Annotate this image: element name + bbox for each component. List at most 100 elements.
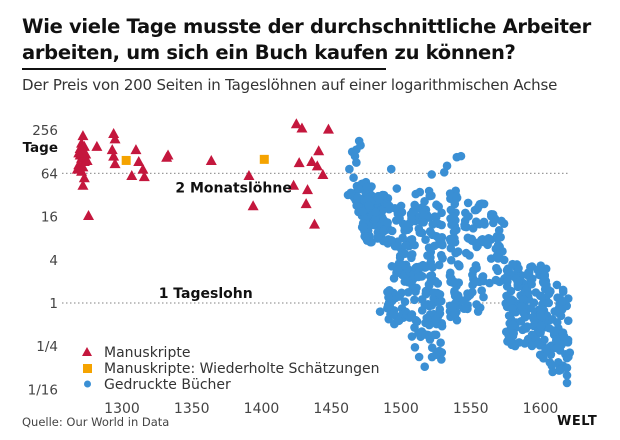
printed-book-point	[477, 286, 486, 295]
printed-book-point	[392, 184, 402, 193]
printed-book-point	[438, 253, 447, 263]
printed-book-point	[446, 255, 456, 265]
printed-book-point	[398, 233, 408, 243]
brand-logo: WELT	[557, 414, 598, 429]
printed-book-point	[410, 342, 420, 352]
printed-book-point	[390, 204, 400, 213]
printed-book-point	[430, 241, 439, 251]
manuscript-point	[313, 145, 325, 156]
chart-subtitle: Der Preis von 200 Seiten in Tageslöhnen …	[22, 76, 558, 94]
printed-book-point	[455, 261, 464, 271]
printed-book-point	[540, 272, 550, 281]
printed-book-point	[386, 164, 396, 174]
printed-book-point	[439, 168, 449, 177]
printed-book-point	[468, 224, 478, 233]
printed-book-point	[420, 300, 430, 309]
printed-book-point	[552, 318, 562, 327]
printed-book-point	[552, 280, 562, 290]
printed-book-point	[359, 222, 368, 232]
printed-book-point	[427, 343, 437, 352]
printed-book-point	[434, 260, 444, 270]
manuscript-point	[322, 123, 334, 134]
printed-book-point	[428, 263, 438, 272]
printed-book-point	[345, 164, 354, 174]
printed-book-point	[524, 268, 533, 277]
printed-book-point	[370, 214, 380, 224]
legend-triangle-icon	[82, 347, 92, 356]
printed-book-point	[478, 272, 487, 282]
printed-book-point	[499, 255, 509, 265]
printed-book-point	[383, 303, 392, 313]
manuscript-point	[73, 147, 85, 158]
printed-book-point	[562, 378, 572, 388]
printed-book-point	[346, 188, 356, 198]
y-tick-label: 64	[41, 166, 58, 182]
printed-book-point	[426, 253, 435, 262]
printed-book-point	[536, 312, 546, 321]
printed-book-point	[434, 297, 444, 307]
printed-book-point	[491, 275, 501, 285]
printed-book-point	[426, 227, 435, 237]
printed-book-point	[450, 278, 460, 287]
repeated-estimate-point	[259, 154, 269, 164]
legend-square-icon	[83, 364, 92, 373]
printed-book-point	[493, 240, 503, 250]
manuscript-point	[138, 171, 150, 182]
y-tick-label: 1/4	[36, 339, 58, 355]
printed-book-point	[371, 207, 381, 217]
printed-book-point	[562, 363, 572, 373]
manuscript-point	[77, 179, 89, 190]
printed-book-point	[356, 141, 365, 150]
manuscript-point	[106, 144, 118, 155]
printed-book-point	[472, 242, 482, 252]
printed-book-point	[536, 321, 546, 331]
printed-book-point	[414, 272, 423, 282]
printed-book-point	[435, 290, 445, 299]
printed-book-point	[496, 232, 505, 242]
printed-book-point	[562, 371, 572, 380]
printed-book-point	[467, 236, 477, 246]
printed-book-point	[427, 191, 436, 200]
manuscript-point	[81, 154, 93, 165]
printed-book-point	[463, 198, 473, 208]
printed-book-point	[550, 307, 559, 316]
printed-book-point	[352, 158, 361, 167]
printed-book-point	[407, 249, 417, 259]
printed-book-point	[489, 218, 498, 228]
manuscript-point	[108, 150, 120, 161]
printed-book-point	[442, 161, 452, 171]
printed-book-point	[550, 326, 559, 336]
printed-book-point	[513, 278, 523, 287]
printed-books-series	[343, 136, 575, 388]
printed-book-point	[544, 289, 554, 299]
printed-book-point	[493, 266, 503, 276]
printed-book-point	[552, 343, 562, 353]
printed-book-point	[450, 309, 459, 319]
y-tick-label: 4	[49, 253, 58, 269]
printed-book-point	[393, 242, 402, 251]
printed-book-point	[410, 295, 419, 305]
printed-book-point	[483, 240, 492, 250]
printed-book-point	[433, 279, 443, 288]
printed-book-point	[395, 251, 405, 261]
reference-line-label: 1 Tageslohn	[159, 286, 253, 302]
x-tick-label: 1500	[383, 401, 419, 417]
printed-book-point	[431, 315, 440, 324]
printed-book-point	[414, 262, 424, 272]
printed-book-point	[537, 304, 547, 314]
printed-book-point	[465, 251, 474, 260]
printed-book-point	[414, 352, 424, 362]
printed-book-point	[477, 199, 487, 208]
printed-book-point	[527, 279, 536, 289]
y-tick-label: 1	[49, 296, 58, 312]
manuscript-point	[317, 168, 329, 179]
manuscript-point	[83, 210, 95, 221]
manuscript-point	[290, 118, 302, 129]
reference-labels: 2 Monatslöhne 1 Tageslohn	[159, 180, 292, 302]
y-axis-unit-label: Tage	[23, 140, 58, 156]
manuscript-point	[78, 172, 90, 183]
printed-book-point	[508, 304, 517, 313]
manuscript-point	[309, 218, 321, 229]
